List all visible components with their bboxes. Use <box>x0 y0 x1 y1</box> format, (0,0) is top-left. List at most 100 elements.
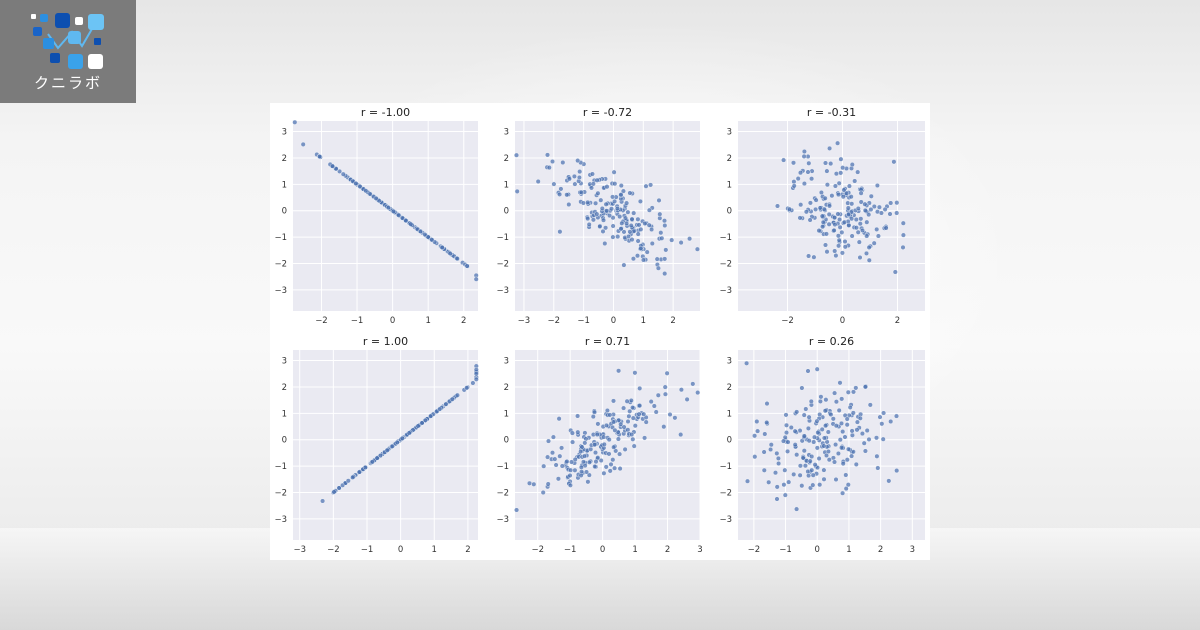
scatter-panel: −2 −1 0 1 2 3 −3 −2 −1 0 1 2 3 r = 0.71 <box>496 335 702 555</box>
data-point <box>473 276 479 282</box>
y-tick-label: 3 <box>282 357 287 367</box>
data-point <box>572 181 578 187</box>
data-point <box>864 219 870 225</box>
data-point <box>394 439 400 445</box>
x-tick-label: −1 <box>577 316 590 326</box>
data-point <box>350 474 356 480</box>
data-point <box>620 188 626 194</box>
data-point <box>559 445 565 451</box>
data-point <box>839 250 845 256</box>
data-point <box>663 247 669 253</box>
data-point <box>603 201 609 207</box>
data-point <box>626 233 632 239</box>
data-point <box>550 434 556 440</box>
data-point <box>836 407 842 413</box>
data-point <box>439 244 445 250</box>
y-tick-label: 1 <box>282 409 287 419</box>
y-tick-label: 0 <box>727 436 732 446</box>
data-point <box>618 421 624 427</box>
scatter-panel: −2 −1 0 1 2 3 −3 −2 −1 0 1 2 3 r = 0.26 <box>719 335 925 555</box>
y-tick-label: 1 <box>282 180 287 190</box>
data-point <box>900 220 906 226</box>
data-point <box>540 490 546 496</box>
data-point <box>768 442 774 448</box>
data-point <box>550 159 556 165</box>
y-tick-label: 0 <box>504 436 509 446</box>
data-point <box>601 470 607 476</box>
data-point <box>597 223 603 229</box>
data-point <box>826 221 832 227</box>
y-tick-label: −3 <box>719 515 732 525</box>
data-point <box>643 183 649 189</box>
data-point <box>557 229 563 235</box>
data-point <box>864 250 870 256</box>
data-point <box>824 453 830 459</box>
data-point <box>586 221 592 227</box>
data-point <box>578 449 584 455</box>
plot-area <box>738 350 925 540</box>
data-point <box>373 195 379 201</box>
x-tick-label: 1 <box>846 545 851 555</box>
data-point <box>630 405 636 411</box>
data-point <box>363 188 369 194</box>
data-point <box>806 414 812 420</box>
data-point <box>607 468 613 474</box>
scatter-panel: −2 −1 0 1 2 −3 −2 −1 0 1 2 3 r = -1.00 <box>274 106 479 326</box>
data-point <box>408 221 414 227</box>
data-point <box>422 417 428 423</box>
data-point <box>851 389 857 395</box>
data-point <box>588 446 594 452</box>
kunilab-logo[interactable]: クニラボ <box>0 0 136 103</box>
data-point <box>822 408 828 414</box>
data-point <box>824 249 830 255</box>
data-point <box>662 384 668 390</box>
data-point <box>844 190 850 196</box>
data-point <box>803 406 809 412</box>
data-point <box>806 160 812 166</box>
data-point <box>635 238 641 244</box>
data-point <box>617 451 623 457</box>
data-point <box>864 233 870 239</box>
data-point <box>826 211 832 217</box>
x-tick-label: −2 <box>531 545 544 555</box>
data-point <box>801 412 807 418</box>
data-point <box>646 207 652 213</box>
x-tick-label: 1 <box>641 316 646 326</box>
data-point <box>818 394 824 400</box>
data-point <box>858 190 864 196</box>
correlation-figure: −2 −1 0 1 2 −3 −2 −1 0 1 2 3 r = -1.00 −3 −2 −1 0 1 2 −3 −2−… <box>270 103 930 560</box>
x-tick-label: −1 <box>779 545 792 555</box>
data-point <box>592 442 598 448</box>
data-point <box>545 152 551 158</box>
y-tick-label: 2 <box>282 383 287 393</box>
data-point <box>527 480 533 486</box>
data-point <box>839 396 845 402</box>
data-point <box>610 194 616 200</box>
y-tick-label: −1 <box>274 233 287 243</box>
data-point <box>572 457 578 463</box>
data-point <box>618 226 624 232</box>
data-point <box>631 210 637 216</box>
data-point <box>628 223 634 229</box>
data-point <box>894 468 900 474</box>
data-point <box>900 232 906 238</box>
data-point <box>754 419 760 425</box>
data-point <box>637 385 643 391</box>
x-tick-label: −1 <box>351 316 364 326</box>
data-point <box>886 478 892 484</box>
x-tick-label: 0 <box>840 316 845 326</box>
data-point <box>874 226 880 232</box>
data-point <box>781 438 787 444</box>
data-point <box>783 412 789 418</box>
data-point <box>672 415 678 421</box>
data-point <box>598 197 604 203</box>
data-point <box>841 219 847 225</box>
data-point <box>826 457 832 463</box>
data-point <box>791 160 797 166</box>
data-point <box>569 430 575 436</box>
y-tick-label: 2 <box>727 154 732 164</box>
y-tick-label: −3 <box>496 286 509 296</box>
data-point <box>447 250 453 256</box>
y-tick-label: 2 <box>504 154 509 164</box>
data-point <box>894 413 900 419</box>
